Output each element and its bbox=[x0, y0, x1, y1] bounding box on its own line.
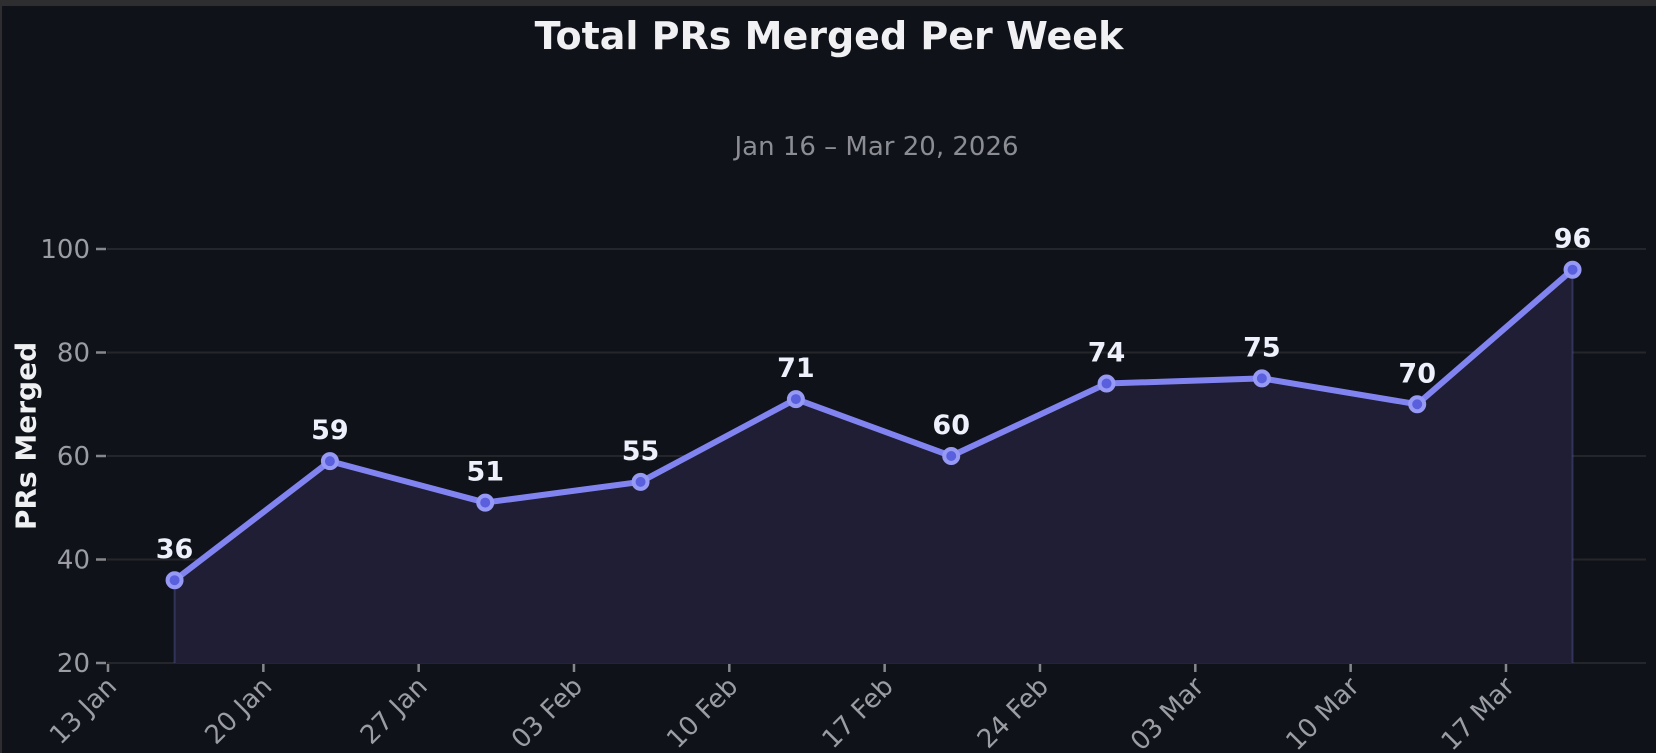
data-point-label: 71 bbox=[777, 353, 815, 384]
chart-subtitle: Jan 16 – Mar 20, 2026 bbox=[734, 132, 1019, 162]
trend-line bbox=[171, 266, 1576, 584]
data-point-label: 75 bbox=[1243, 332, 1281, 363]
y-tick-label: 80 bbox=[57, 339, 90, 369]
y-tick-label: 40 bbox=[57, 546, 90, 576]
x-tick-label: 10 Mar bbox=[1280, 672, 1365, 753]
data-point bbox=[786, 390, 805, 409]
x-tick-label: 17 Feb bbox=[817, 672, 900, 753]
y-tick-label: 60 bbox=[57, 442, 90, 472]
data-point-label: 60 bbox=[932, 410, 970, 441]
data-point-label: 96 bbox=[1554, 224, 1592, 255]
x-tick-label: 10 Feb bbox=[661, 672, 744, 753]
data-point bbox=[1252, 369, 1271, 388]
y-tick-label: 20 bbox=[57, 649, 90, 679]
data-point bbox=[1097, 374, 1116, 393]
x-tick-label: 13 Jan bbox=[44, 672, 123, 751]
x-tick-label: 17 Mar bbox=[1436, 672, 1521, 753]
data-point-label: 36 bbox=[156, 534, 194, 565]
data-point bbox=[1408, 395, 1427, 414]
x-tick-label: 20 Jan bbox=[199, 672, 278, 751]
x-tick-label: 27 Jan bbox=[355, 672, 434, 751]
chart-title: Total PRs Merged Per Week bbox=[534, 14, 1124, 58]
data-point-label: 55 bbox=[622, 436, 660, 467]
data-point-label: 59 bbox=[311, 415, 349, 446]
data-point bbox=[1563, 260, 1582, 279]
area-fill bbox=[174, 269, 1573, 663]
data-point bbox=[320, 452, 339, 471]
data-point bbox=[631, 472, 650, 491]
data-point-label: 74 bbox=[1088, 338, 1126, 369]
x-tick-label: 03 Mar bbox=[1125, 672, 1210, 753]
x-tick-label: 24 Feb bbox=[972, 672, 1055, 753]
x-tick-label: 03 Feb bbox=[506, 672, 589, 753]
y-tick-label: 100 bbox=[40, 235, 90, 265]
data-point bbox=[476, 493, 495, 512]
data-point bbox=[165, 571, 184, 590]
data-point-label: 51 bbox=[466, 457, 504, 488]
data-point bbox=[942, 447, 961, 465]
data-point-label: 70 bbox=[1398, 358, 1436, 389]
